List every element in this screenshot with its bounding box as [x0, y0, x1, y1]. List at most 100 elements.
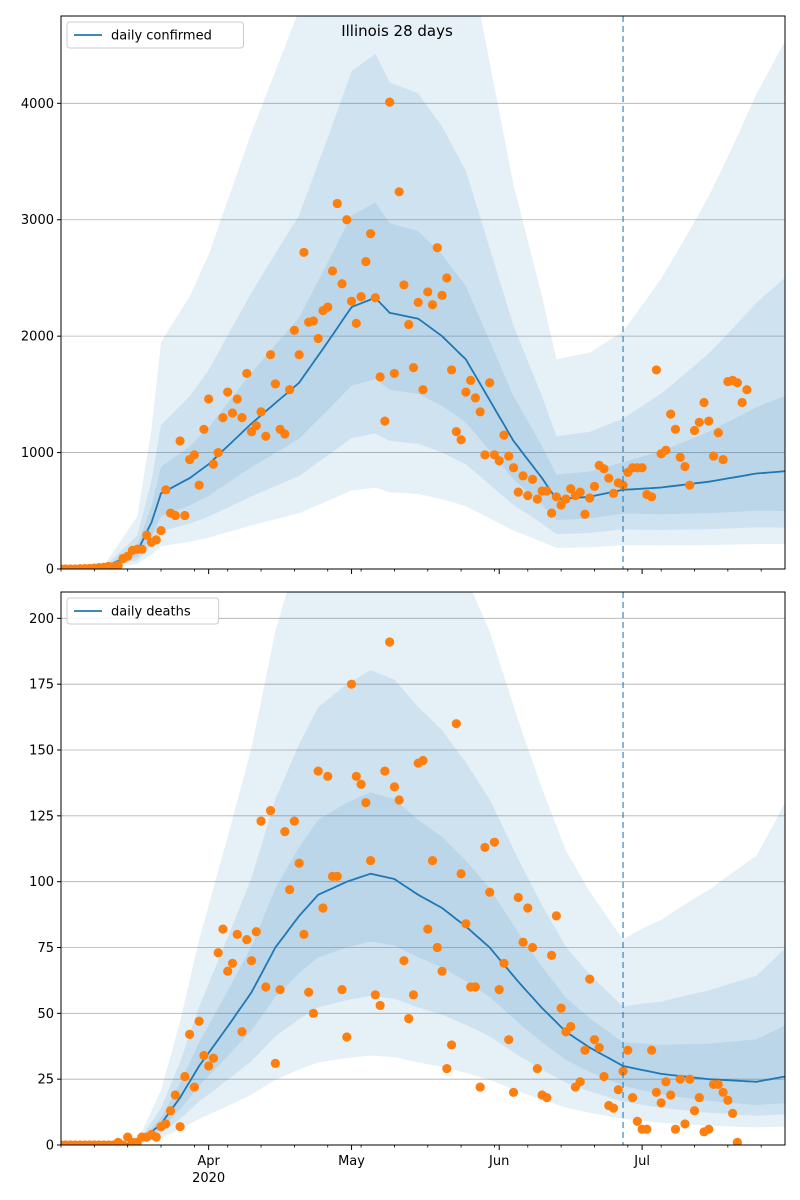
observed-point: [218, 413, 228, 423]
observed-point: [551, 911, 561, 921]
observed-point: [361, 257, 371, 267]
observed-point: [599, 1071, 609, 1082]
observed-point: [575, 1077, 585, 1087]
observed-point: [442, 273, 452, 283]
observed-point: [527, 942, 538, 953]
observed-point: [194, 480, 204, 490]
plot-area: [61, 16, 785, 569]
observed-point: [213, 948, 223, 958]
observed-point: [437, 290, 447, 301]
observed-point: [232, 394, 242, 404]
observed-point: [461, 387, 471, 397]
y-tick-label: 4000: [21, 97, 54, 112]
observed-point: [518, 471, 528, 481]
observed-point: [480, 450, 490, 460]
observed-point: [380, 766, 390, 776]
observed-point: [632, 1116, 642, 1126]
observed-point: [642, 1124, 652, 1134]
observed-point: [446, 365, 457, 375]
observed-point: [461, 919, 471, 929]
observed-point: [689, 1106, 700, 1116]
observed-point: [366, 229, 376, 239]
observed-point: [475, 407, 485, 417]
observed-point: [299, 929, 309, 939]
observed-point: [689, 425, 700, 436]
observed-point: [213, 447, 223, 458]
observed-point: [647, 1045, 657, 1055]
observed-point: [718, 454, 728, 465]
plot-area: [61, 592, 785, 1145]
observed-point: [289, 325, 299, 335]
observed-point: [470, 393, 480, 403]
observed-point: [356, 779, 366, 789]
observed-point: [627, 1093, 638, 1103]
observed-point: [594, 1042, 604, 1053]
observed-point: [547, 508, 557, 518]
observed-point: [204, 1061, 214, 1071]
observed-point: [575, 487, 585, 497]
observed-point: [294, 350, 304, 360]
observed-point: [427, 856, 438, 866]
observed-point: [475, 1082, 485, 1092]
observed-point: [189, 1082, 199, 1092]
observed-point: [408, 362, 419, 373]
x-tick-label: Jun: [488, 1154, 509, 1169]
observed-point: [432, 243, 442, 253]
observed-point: [637, 463, 647, 473]
observed-point: [361, 798, 371, 808]
observed-point: [261, 431, 271, 441]
observed-point: [508, 463, 519, 473]
observed-point: [685, 480, 695, 490]
observed-point: [523, 903, 533, 913]
observed-point: [375, 1000, 385, 1011]
observed-point: [242, 935, 252, 945]
observed-point: [251, 421, 261, 431]
observed-point: [513, 892, 523, 903]
figure-title: Illinois 28 days: [341, 22, 453, 40]
legend-label: daily confirmed: [111, 29, 212, 44]
observed-point: [208, 1053, 219, 1063]
confidence-band-2: [61, 53, 785, 569]
y-tick-label: 175: [29, 678, 54, 693]
observed-point: [451, 719, 461, 729]
observed-point: [342, 215, 352, 225]
confidence-band-2: [61, 670, 785, 1145]
observed-point: [708, 451, 719, 461]
observed-point: [265, 350, 276, 360]
y-tick-label: 2000: [21, 330, 54, 345]
observed-point: [265, 805, 276, 816]
observed-point: [547, 950, 557, 961]
legend: daily deaths: [66, 597, 220, 625]
observed-point: [599, 464, 609, 474]
observed-point: [137, 544, 147, 554]
observed-point: [556, 1003, 566, 1013]
observed-point: [608, 1103, 619, 1113]
observed-point: [285, 884, 295, 895]
observed-point: [532, 1064, 542, 1074]
observed-point: [289, 816, 299, 826]
observed-point: [208, 459, 219, 469]
observed-point: [251, 927, 261, 937]
confidence-band-1: [61, 16, 785, 569]
observed-point: [647, 492, 657, 502]
observed-point: [675, 1074, 685, 1084]
observed-point: [223, 966, 233, 976]
observed-point: [370, 990, 380, 1000]
x-tick-label: Apr: [197, 1154, 220, 1169]
observed-point: [299, 247, 309, 257]
observed-point: [151, 535, 161, 545]
observed-point: [680, 1119, 690, 1129]
median-line: [61, 872, 785, 1145]
observed-point: [732, 378, 742, 388]
observed-point: [685, 1074, 695, 1084]
observed-point: [737, 397, 747, 408]
observed-point: [666, 409, 676, 419]
observed-point: [356, 291, 366, 302]
observed-point: [451, 427, 461, 437]
observed-point: [661, 445, 671, 455]
observed-point: [399, 280, 409, 290]
observed-point: [204, 394, 214, 404]
observed-point: [499, 958, 509, 968]
observed-point: [437, 966, 447, 976]
observed-point: [346, 296, 357, 306]
